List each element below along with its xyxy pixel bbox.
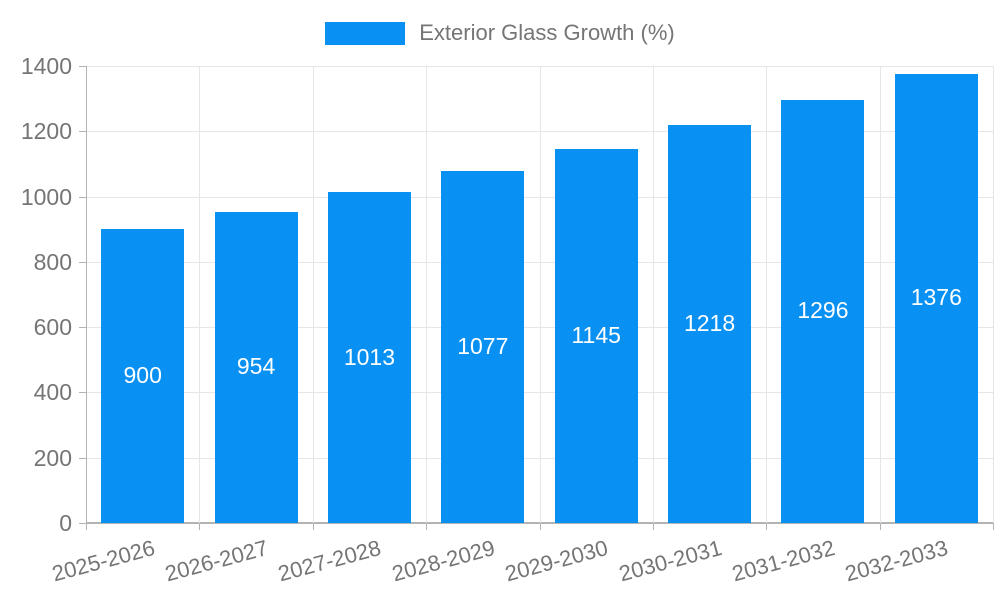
bar-value-label: 1296 (797, 297, 849, 324)
x-gridline (199, 66, 201, 523)
y-axis-label: 800 (33, 248, 72, 275)
y-axis-tick (79, 392, 86, 394)
bar[interactable] (894, 73, 978, 523)
x-gridline (879, 66, 881, 523)
y-axis-line (86, 66, 87, 523)
x-gridline (539, 66, 541, 523)
bar-value-label: 1077 (457, 333, 509, 360)
bar[interactable] (781, 99, 865, 523)
x-gridline (312, 66, 314, 523)
y-axis-tick (79, 327, 86, 329)
bar-value-label: 1145 (571, 322, 621, 349)
y-axis-label: 1000 (20, 183, 72, 210)
y-axis-label: 400 (33, 379, 72, 406)
chart-legend: Exterior Glass Growth (%) (0, 20, 1000, 46)
bar-value-label: 1376 (910, 284, 962, 311)
y-axis-label: 0 (59, 510, 72, 536)
x-axis-tick (539, 523, 541, 530)
bar-value-label: 900 (123, 362, 162, 389)
legend-swatch (325, 21, 406, 45)
y-axis-tick (79, 261, 86, 263)
y-axis-tick (79, 523, 86, 524)
x-axis-tick (86, 523, 87, 530)
x-gridline (652, 66, 654, 523)
x-axis-tick (426, 523, 428, 530)
x-axis-tick (766, 523, 768, 530)
y-axis-label: 200 (33, 444, 72, 471)
bar[interactable] (214, 211, 298, 523)
plot-area: 0 200 400 600 800 1000 1200 1400 900 2025-2026 954… (21, 55, 994, 586)
x-axis-tick (312, 523, 314, 530)
x-axis-tick (652, 523, 654, 530)
bar-value-label: 1013 (343, 343, 396, 370)
x-axis-tick (199, 523, 201, 530)
bar-value-label: 954 (236, 353, 276, 380)
x-axis-tick (879, 523, 881, 530)
y-axis-tick (79, 66, 86, 67)
bar[interactable] (441, 171, 525, 523)
y-axis-tick (79, 196, 86, 198)
bar[interactable] (554, 149, 638, 523)
y-axis-label: 1200 (20, 118, 72, 145)
y-axis-tick (79, 131, 86, 133)
x-axis-tick (993, 523, 994, 530)
bar[interactable] (101, 229, 185, 523)
bar[interactable] (327, 192, 411, 523)
x-gridline (993, 66, 994, 523)
x-gridline (766, 66, 768, 523)
y-axis-label: 600 (33, 314, 72, 341)
y-axis-tick (79, 457, 86, 459)
bar[interactable] (668, 125, 752, 523)
bar-value-label: 1218 (683, 310, 736, 337)
legend-label: Exterior Glass Growth (%) (419, 20, 675, 45)
x-gridline (426, 66, 428, 523)
y-axis-label: 1400 (20, 53, 72, 79)
